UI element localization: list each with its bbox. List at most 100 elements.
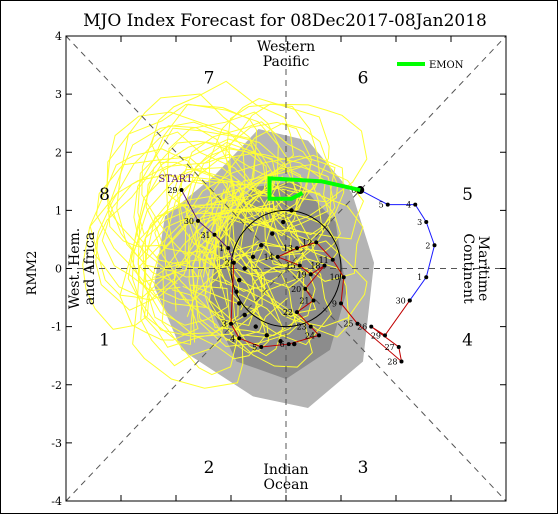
ensemble-member <box>151 80 294 223</box>
observed-red-point <box>237 336 242 341</box>
y-tick-label: 2 <box>55 146 62 159</box>
y-axis-label: RMM2 <box>25 251 40 296</box>
ensemble-member <box>140 203 225 367</box>
observed-red-point <box>330 257 335 262</box>
observed-blue-day-label: 4 <box>406 201 411 210</box>
ensemble-member <box>245 205 368 328</box>
legend: EMON <box>397 60 464 71</box>
ensemble-member <box>145 141 271 270</box>
observed-purple-day-label: 1 <box>219 244 224 253</box>
observed-blue-point <box>413 202 418 207</box>
observed-red-day-label: 6 <box>280 340 285 349</box>
observed-red-day-label: 9 <box>332 299 337 308</box>
observed-blue-day-label: 30 <box>396 296 406 305</box>
ensemble-member <box>95 161 237 311</box>
observed-red-day-label: 10 <box>330 273 340 282</box>
observed-red-day-label: 11 <box>319 256 329 265</box>
observed-blue-day-label: 2 <box>425 241 430 250</box>
emon-forecast-point <box>292 341 297 347</box>
region-label-left-line: West. Hem. <box>67 228 83 309</box>
ensemble-member <box>82 174 221 330</box>
y-tick-label: -4 <box>51 495 62 508</box>
region-label-right-line: Continent <box>460 233 476 304</box>
ensemble-member <box>250 175 332 346</box>
ensemble-member <box>203 122 339 245</box>
emon-forecast-point <box>270 231 275 236</box>
observed-purple-point <box>196 218 200 223</box>
observed-blue-point <box>424 220 429 224</box>
y-tick-label: -3 <box>51 437 62 450</box>
ensemble-member <box>192 186 341 295</box>
observed-red-day-label: 19 <box>297 270 307 279</box>
ensemble-member <box>144 198 267 360</box>
observed-red-day-label: 14 <box>264 253 274 262</box>
observed-purple-day-label: 29 <box>167 186 177 195</box>
observed-red-day-label: 24 <box>305 331 315 340</box>
region-label-left-line: and Africa <box>82 232 98 305</box>
emon-forecast-point <box>259 243 264 248</box>
observed-red-point <box>286 342 291 347</box>
observed-red-day-label: 21 <box>299 296 309 305</box>
ensemble-member <box>166 111 296 272</box>
observed-red-day-label: 13 <box>283 244 293 253</box>
y-tick-label: 1 <box>55 204 62 217</box>
phase-label-7: 7 <box>204 69 215 89</box>
observed-red-day-label: 5 <box>252 343 257 352</box>
ensemble-member <box>202 194 320 288</box>
observed-red-point <box>259 344 264 349</box>
y-tick-label: -1 <box>51 321 62 334</box>
observed-red-day-label: 4 <box>230 334 235 343</box>
observed-red-point <box>308 272 313 277</box>
observed-purple-day-label: 30 <box>184 217 194 226</box>
y-tick-label: 0 <box>55 263 62 276</box>
phase-label-1: 1 <box>99 330 110 350</box>
observed-purple-point <box>226 246 231 251</box>
observed-red-point <box>339 301 343 306</box>
emon-forecast-point <box>242 312 247 318</box>
observed-purple-point <box>179 188 184 193</box>
emon-forecast-point <box>237 277 242 283</box>
observed-red-point <box>322 263 327 268</box>
observed-red-point <box>314 240 319 245</box>
y-tick-label: -2 <box>51 379 62 392</box>
emon-forecast-point <box>242 266 247 271</box>
phase-label-3: 3 <box>358 458 369 478</box>
observed-red-point <box>311 298 316 303</box>
observed-red-point <box>317 333 321 338</box>
observed-red-day-label: 23 <box>297 323 307 332</box>
observed-red-day-label: 29 <box>371 331 381 340</box>
observed-red-day-label: 27 <box>385 343 395 352</box>
observed-red-day-label: 15 <box>286 262 296 271</box>
observed-red-point <box>297 263 302 268</box>
ensemble-member <box>199 168 324 294</box>
observed-red-point <box>295 246 299 251</box>
y-tick-label: 4 <box>55 30 62 43</box>
region-label-left: West. Hem.and Africa <box>67 228 98 309</box>
observed-red-point <box>229 321 233 326</box>
region-label-bottom-line: Indian <box>263 462 308 478</box>
region-label-top: Western Pacific <box>257 39 315 70</box>
emon-forecast-point <box>264 333 269 338</box>
observed-red-day-label: 25 <box>343 320 353 329</box>
observed-red-day-label: 22 <box>283 308 293 317</box>
observed-red-day-label: 28 <box>387 358 397 367</box>
phase-label-5: 5 <box>462 185 473 205</box>
region-label-bottom: Indian Ocean <box>263 462 308 493</box>
observed-red-day-label: 18 <box>310 262 320 271</box>
phase-label-2: 2 <box>204 458 215 478</box>
observed-blue-point <box>432 243 437 248</box>
observed-blue-point <box>407 298 412 303</box>
observed-red-day-label: 2 <box>225 259 230 268</box>
ensemble-member <box>132 212 244 389</box>
ensemble-member <box>116 103 258 278</box>
ensemble-member <box>214 163 365 286</box>
observed-red-point <box>396 344 401 349</box>
ensemble-member <box>129 138 267 308</box>
ensemble-member <box>176 121 312 246</box>
emon-forecast-point <box>278 338 283 344</box>
observed-red-point <box>308 324 313 329</box>
observed-red-day-label: 20 <box>291 285 301 294</box>
chart-title: MJO Index Forecast for 08Dec2017-08Jan20… <box>83 11 487 31</box>
